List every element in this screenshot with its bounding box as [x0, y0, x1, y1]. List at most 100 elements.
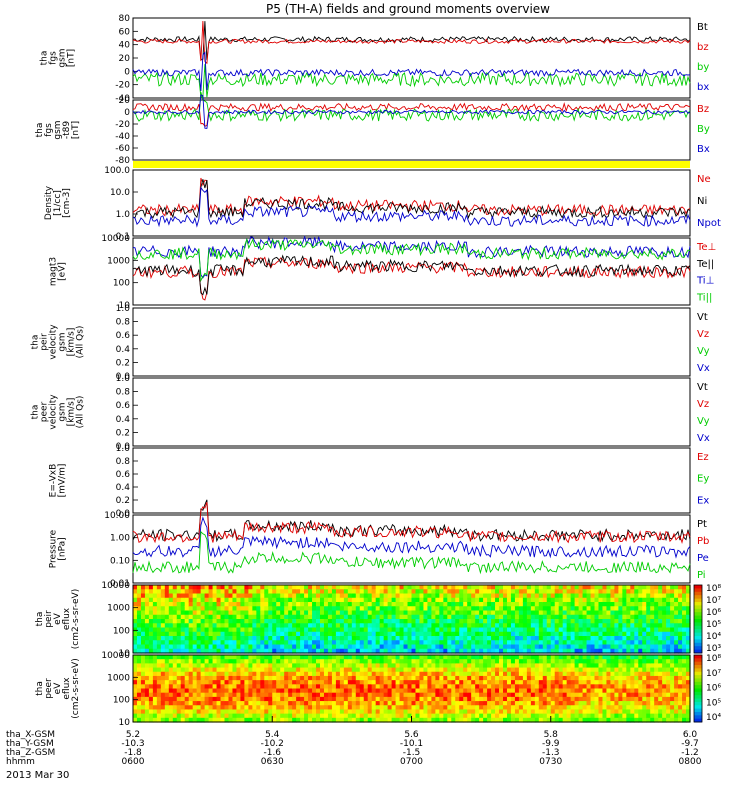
heatmap-cell [319, 614, 325, 620]
heatmap-cell [335, 688, 341, 694]
y-axis-label: peer [44, 678, 54, 699]
heatmap-cell [439, 709, 444, 715]
panel-frame [132, 584, 691, 654]
heatmap-cell [562, 589, 568, 595]
heatmap-cell [499, 606, 504, 612]
heatmap-cell [268, 597, 273, 603]
heatmap-cell [435, 701, 440, 706]
heatmap-cell [355, 696, 361, 702]
heatmap-cell [316, 655, 321, 660]
heatmap-cell [686, 597, 691, 603]
heatmap-cell [236, 713, 242, 719]
heatmap-cell [522, 663, 528, 669]
heatmap-cell [558, 667, 564, 673]
heatmap-cell [144, 589, 150, 595]
heatmap-cell [626, 619, 631, 624]
heatmap-cell [212, 619, 218, 624]
heatmap-cell [168, 648, 174, 654]
heatmap-cell [331, 610, 337, 616]
heatmap-cell [204, 705, 210, 711]
heatmap-cell [152, 667, 158, 673]
heatmap-cell [534, 589, 540, 595]
heatmap-cell [427, 623, 432, 629]
heatmap-cell [658, 701, 663, 706]
heatmap-cell [168, 680, 174, 685]
heatmap-cell [292, 593, 297, 599]
heatmap-cell [156, 610, 162, 616]
heatmap-cell [133, 655, 138, 660]
legend-entry: bx [697, 82, 709, 93]
heatmap-cell [618, 648, 623, 654]
heatmap-cell [383, 623, 389, 629]
heatmap-cell [538, 619, 544, 624]
heatmap-cell [542, 631, 548, 637]
heatmap-cell [606, 619, 612, 624]
heatmap-cell [272, 655, 277, 660]
heatmap-cell [634, 585, 639, 590]
heatmap-cell [232, 636, 238, 641]
heatmap-cell [272, 663, 277, 669]
heatmap-cell [435, 671, 440, 677]
heatmap-cell [407, 585, 413, 590]
heatmap-cell [455, 709, 460, 715]
heatmap-cell [160, 701, 166, 706]
heatmap-cell [518, 623, 524, 629]
heatmap-cell [419, 671, 425, 677]
heatmap-cell [487, 610, 492, 616]
heatmap-cell [514, 675, 520, 681]
heatmap-cell [327, 636, 333, 641]
heatmap-cell [176, 623, 182, 629]
heatmap-cell [654, 655, 659, 660]
heatmap-cell [343, 659, 349, 664]
heatmap-cell [427, 667, 432, 673]
heatmap-cell [419, 640, 425, 646]
heatmap-cell [678, 717, 683, 723]
y-axis-label: (cm2-s-sr-eV) [71, 589, 81, 649]
heatmap-cell [152, 692, 158, 698]
heatmap-cell [614, 688, 619, 694]
heatmap-cell [343, 589, 349, 595]
heatmap-cell [678, 659, 683, 664]
heatmap-cell [407, 602, 413, 607]
heatmap-cell [642, 701, 647, 706]
heatmap-cell [518, 705, 524, 711]
heatmap-cell [506, 648, 512, 654]
heatmap-cell [184, 640, 190, 646]
heatmap-cell [578, 636, 584, 641]
heatmap-cell [666, 631, 671, 637]
heatmap-cell [451, 636, 456, 641]
heatmap-cell [514, 671, 520, 677]
heatmap-cell [288, 709, 293, 715]
heatmap-cell [363, 663, 369, 669]
heatmap-cell [455, 675, 460, 681]
heatmap-cell [172, 627, 178, 633]
heatmap-cell [483, 636, 488, 641]
heatmap-cell [491, 692, 496, 698]
heatmap-cell [292, 627, 297, 633]
heatmap-cell [260, 684, 265, 690]
heatmap-cell [164, 705, 170, 711]
y-axis-label: eflux [62, 607, 72, 630]
heatmap-cell [140, 602, 146, 607]
heatmap-cell [594, 709, 600, 715]
heatmap-cell [662, 680, 667, 685]
heatmap-cell [522, 713, 528, 719]
heatmap-cell [666, 606, 671, 612]
heatmap-cell [144, 684, 150, 690]
heatmap-cell [423, 713, 429, 719]
heatmap-cell [220, 636, 226, 641]
heatmap-cell [654, 627, 659, 633]
heatmap-cell [526, 701, 532, 706]
heatmap-cell [172, 623, 178, 629]
heatmap-cell [136, 675, 142, 681]
heatmap-cell [602, 680, 608, 685]
colorbar-step [694, 705, 702, 710]
heatmap-cell [526, 717, 532, 723]
heatmap-cell [487, 659, 492, 664]
heatmap-cell [674, 696, 679, 702]
heatmap-cell [308, 644, 313, 650]
heatmap-cell [666, 655, 671, 660]
heatmap-cell [662, 610, 667, 616]
heatmap-cell [499, 713, 504, 719]
heatmap-cell [634, 663, 639, 669]
